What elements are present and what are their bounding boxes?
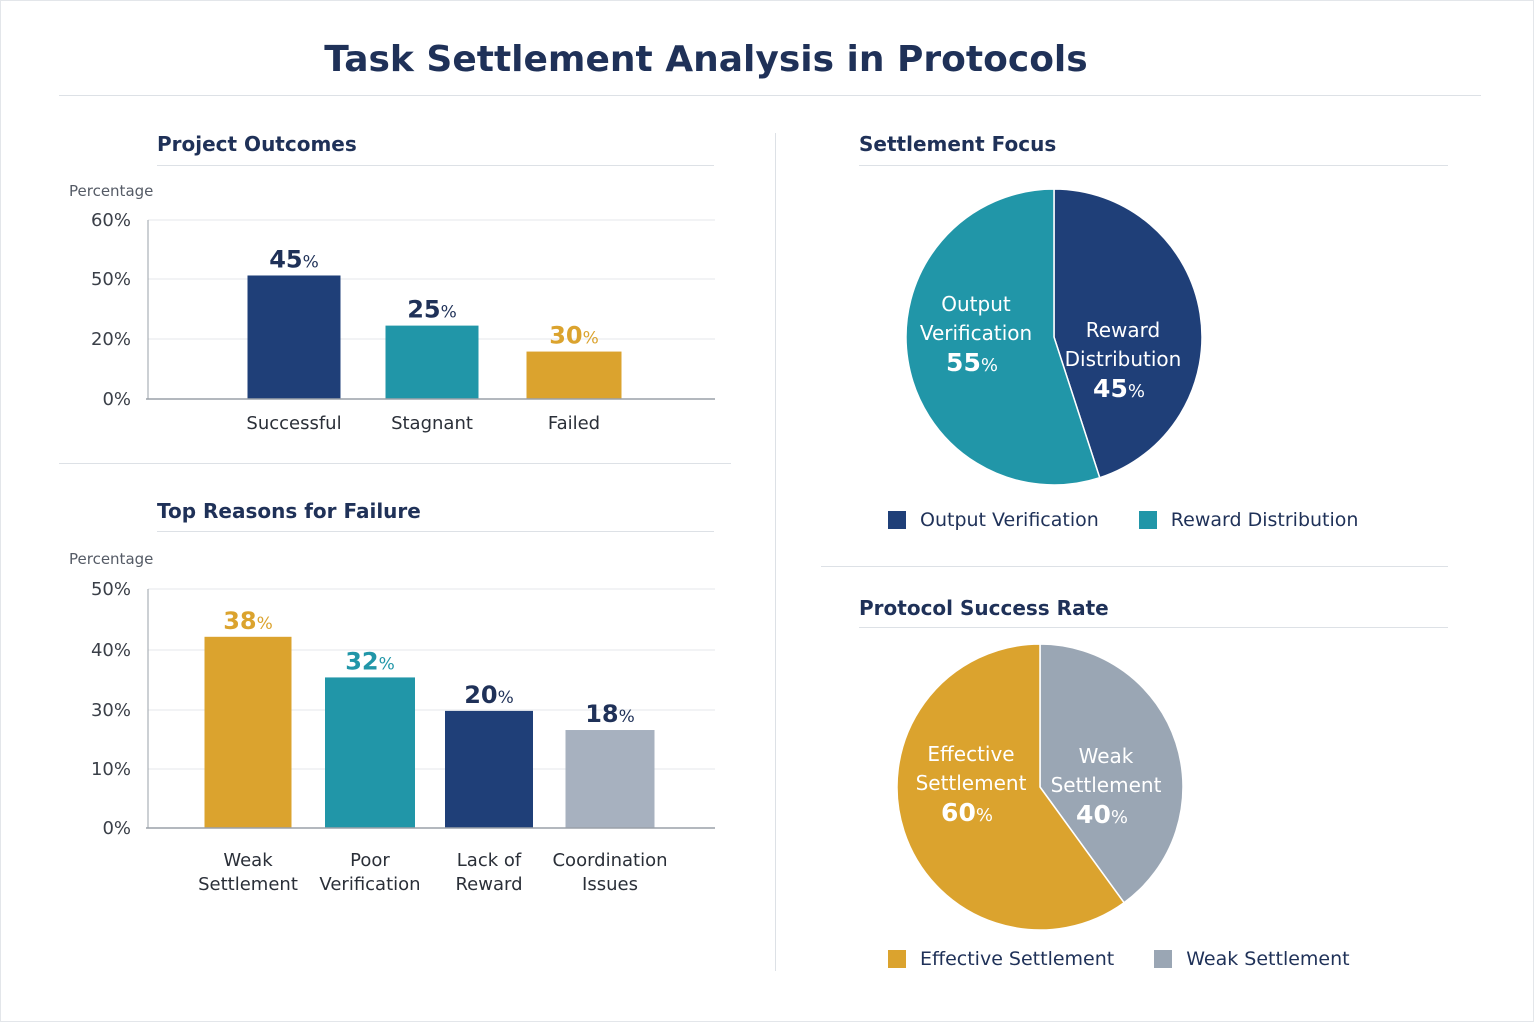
failure-reasons-underline (157, 531, 714, 532)
x-category-label: Stagnant (391, 413, 473, 434)
y-tick-label: 10% (91, 759, 131, 780)
x-category-label: Successful (246, 413, 341, 434)
slice-label: Reward (1086, 318, 1160, 342)
pie-slice (896, 643, 1126, 931)
legend-item: Output Verification (888, 509, 1099, 531)
bar (247, 275, 341, 399)
column-divider (775, 133, 776, 971)
legend-item: Effective Settlement (888, 948, 1114, 970)
pie-slice (905, 188, 1101, 486)
bar-value-label: 25% (407, 296, 457, 324)
legend-label: Reward Distribution (1170, 509, 1359, 531)
y-tick-label: 30% (91, 700, 131, 721)
x-category-label: Failed (548, 413, 600, 434)
slice-value-label: 40% (1076, 800, 1128, 829)
project-outcomes-chart: Percentage 60% 50% 20% 0% 45% 25% 30% Successful… (69, 182, 715, 434)
x-category-label: Coordination (552, 850, 667, 871)
settlement-focus-legend: Output Verification Reward Distribution (888, 509, 1398, 531)
y-tick-label: 60% (91, 210, 131, 231)
protocol-success-underline (859, 627, 1448, 628)
slice-label: Output (941, 292, 1011, 316)
pie-slice (1053, 188, 1203, 479)
slice-label: Distribution (1065, 347, 1182, 371)
bar-value-label: 20% (464, 681, 514, 709)
y-tick-label: 20% (91, 329, 131, 350)
slice-value-label: 45% (1093, 374, 1145, 403)
x-category-label: Reward (455, 874, 522, 895)
slice-value-label: 60% (941, 798, 993, 827)
page-title: Task Settlement Analysis in Protocols (324, 39, 1088, 80)
x-category-label: Lack of (457, 850, 522, 871)
y-axis-title: Percentage (69, 182, 153, 200)
bar-value-label: 30% (549, 322, 599, 350)
bar (445, 710, 533, 828)
slice-value-label: 55% (946, 348, 998, 377)
legend-swatch (888, 511, 906, 529)
protocol-success-legend: Effective Settlement Weak Settlement (888, 948, 1390, 970)
failure-reasons-title: Top Reasons for Failure (157, 499, 421, 523)
slice-label: Settlement (916, 771, 1027, 795)
project-outcomes-underline (157, 165, 714, 166)
legend-swatch (1154, 950, 1173, 968)
project-outcomes-title: Project Outcomes (157, 132, 357, 156)
legend-swatch (1138, 511, 1157, 529)
x-category-label: Weak (223, 850, 273, 871)
pie-slice (1039, 643, 1184, 904)
legend-swatch (888, 950, 906, 968)
y-tick-label: 40% (91, 640, 131, 661)
bar (565, 730, 655, 828)
bar (526, 351, 622, 399)
left-section-divider (59, 463, 731, 464)
bar-value-label: 18% (585, 700, 635, 728)
settlement-focus-underline (859, 165, 1448, 166)
y-tick-label: 50% (91, 579, 131, 600)
y-axis-title: Percentage (69, 550, 153, 568)
x-category-label: Settlement (198, 874, 298, 895)
slice-label: Verification (920, 321, 1032, 345)
bar (385, 325, 479, 399)
legend-item: Reward Distribution (1138, 509, 1359, 531)
slice-label: Effective (927, 742, 1014, 766)
x-category-label: Verification (319, 874, 420, 895)
slice-label: Weak (1079, 744, 1134, 768)
legend-item: Weak Settlement (1154, 948, 1350, 970)
y-tick-label: 50% (91, 269, 131, 290)
bar-value-label: 32% (345, 647, 395, 675)
bar-value-label: 38% (223, 607, 273, 635)
settlement-focus-chart: Reward Distribution 45% Output Verification 5… (905, 188, 1203, 486)
x-category-label: Poor (350, 850, 390, 871)
slice-label: Settlement (1051, 773, 1162, 797)
legend-label: Weak Settlement (1186, 948, 1350, 970)
bar (204, 636, 292, 828)
protocol-success-chart: Weak Settlement 40% Effective Settlement 60% (896, 643, 1184, 931)
y-tick-label: 0% (102, 389, 131, 410)
title-divider (59, 95, 1481, 96)
bar-value-label: 45% (269, 245, 319, 273)
x-category-label: Issues (582, 874, 638, 895)
bar (325, 677, 415, 828)
settlement-focus-title: Settlement Focus (859, 132, 1057, 156)
legend-label: Output Verification (920, 509, 1099, 531)
right-section-divider (821, 566, 1448, 567)
y-tick-label: 0% (102, 818, 131, 839)
protocol-success-title: Protocol Success Rate (859, 596, 1109, 620)
failure-reasons-chart: Percentage 50% 40% 30% 10% 0% 38% 32% 20% 18% Weak… (69, 550, 715, 895)
legend-label: Effective Settlement (920, 948, 1115, 970)
